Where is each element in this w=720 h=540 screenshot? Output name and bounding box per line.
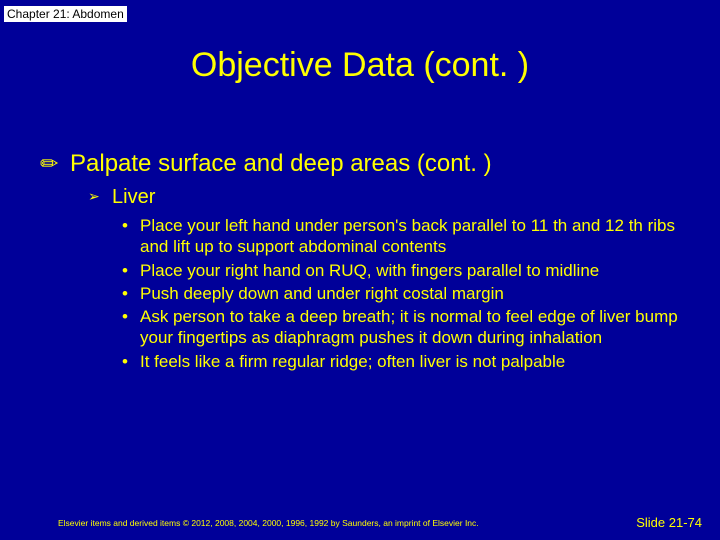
bullet-l3-icon: • bbox=[122, 283, 140, 304]
slide-title: Objective Data (cont. ) bbox=[0, 46, 720, 85]
bullet-l1-icon: ✏ bbox=[40, 151, 70, 177]
level3-text: Place your left hand under person's back… bbox=[140, 216, 675, 256]
bullet-l2-icon: ➢ bbox=[88, 188, 112, 205]
level3-item: •Place your left hand under person's bac… bbox=[122, 215, 680, 258]
level2-item: ➢Liver bbox=[88, 186, 680, 209]
level1-item: ✏Palpate surface and deep areas (cont. ) bbox=[40, 150, 680, 178]
bullet-l3-icon: • bbox=[122, 351, 140, 372]
chapter-label: Chapter 21: Abdomen bbox=[4, 6, 127, 22]
level3-text: Place your right hand on RUQ, with finge… bbox=[140, 261, 599, 280]
slide-root: Chapter 21: Abdomen Objective Data (cont… bbox=[0, 0, 720, 540]
level3-item: •It feels like a firm regular ridge; oft… bbox=[122, 351, 680, 372]
level1-text: Palpate surface and deep areas (cont. ) bbox=[70, 150, 492, 177]
level2-text: Liver bbox=[112, 186, 155, 208]
bullet-l3-icon: • bbox=[122, 215, 140, 236]
level3-text: Push deeply down and under right costal … bbox=[140, 284, 504, 303]
level3-item: •Ask person to take a deep breath; it is… bbox=[122, 306, 680, 349]
slide-body: ✏Palpate surface and deep areas (cont. )… bbox=[40, 150, 680, 374]
copyright-text: Elsevier items and derived items © 2012,… bbox=[58, 518, 479, 528]
bullet-l3-icon: • bbox=[122, 260, 140, 281]
level3-item: •Place your right hand on RUQ, with fing… bbox=[122, 260, 680, 281]
level3-text: Ask person to take a deep breath; it is … bbox=[140, 307, 678, 347]
level3-text: It feels like a firm regular ridge; ofte… bbox=[140, 352, 565, 371]
level3-item: •Push deeply down and under right costal… bbox=[122, 283, 680, 304]
slide-number: Slide 21-74 bbox=[636, 515, 702, 530]
bullet-l3-icon: • bbox=[122, 306, 140, 327]
